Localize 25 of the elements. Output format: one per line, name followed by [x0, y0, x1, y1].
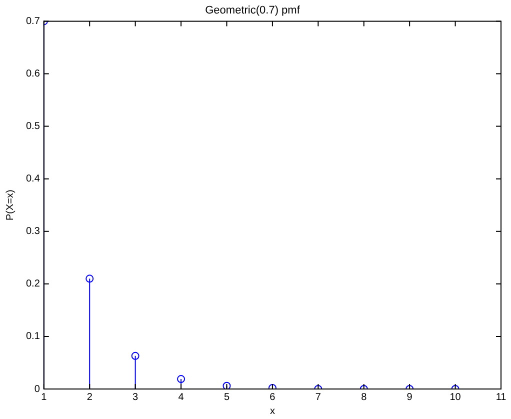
x-tick-label: 7	[315, 392, 322, 403]
x-tick-label: 10	[450, 392, 462, 403]
y-tick-label: 0.5	[26, 121, 40, 132]
y-tick-label: 0.1	[26, 331, 40, 342]
y-tick-label: 0.6	[26, 68, 40, 80]
x-tick-label: 4	[178, 392, 184, 403]
x-tick-label: 5	[224, 392, 230, 403]
point	[131, 352, 140, 360]
x-axis-title: x	[270, 406, 275, 417]
y-axis-title: P(X=x)	[4, 190, 16, 221]
point	[86, 274, 94, 283]
y-tick-label: 0.7	[26, 16, 40, 27]
x-tick-label: 8	[361, 392, 368, 403]
y-tick-label: 0.3	[26, 226, 40, 238]
x-tick-label: 11	[496, 392, 507, 403]
x-tick-label: 6	[270, 392, 276, 403]
x-tick-label: 1	[41, 392, 48, 403]
y-tick-label: 0	[34, 384, 40, 395]
x-tick-label: 9	[406, 392, 413, 403]
y-tick-label: 0.2	[26, 278, 40, 290]
point	[222, 382, 231, 389]
x-tick-label: 2	[86, 392, 93, 403]
y-tick-label: 0.4	[26, 174, 40, 185]
chart-title: Geometric(0.7) pmf	[205, 4, 301, 17]
x-tick-label: 3	[132, 392, 139, 403]
